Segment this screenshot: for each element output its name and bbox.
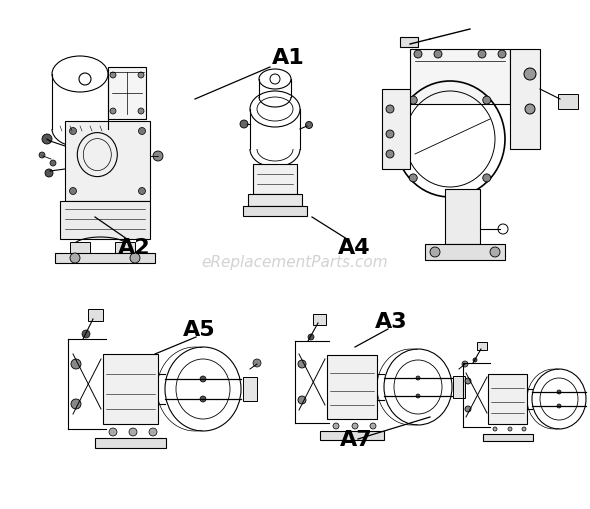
Circle shape (308, 334, 314, 341)
Circle shape (473, 358, 477, 362)
Bar (453, 376, 465, 398)
Circle shape (240, 121, 248, 129)
Text: A7: A7 (340, 429, 373, 449)
Circle shape (483, 97, 491, 105)
Circle shape (522, 427, 526, 431)
Circle shape (129, 428, 137, 436)
Circle shape (270, 75, 280, 85)
Circle shape (110, 109, 116, 115)
Circle shape (149, 428, 157, 436)
Circle shape (434, 51, 442, 59)
Circle shape (298, 360, 306, 369)
Bar (400, 38, 418, 48)
Circle shape (493, 427, 497, 431)
Bar (445, 190, 480, 244)
Circle shape (130, 253, 140, 264)
Bar (243, 377, 257, 401)
Circle shape (153, 152, 163, 162)
Circle shape (138, 109, 144, 115)
Bar (55, 253, 155, 264)
Bar (103, 354, 158, 424)
Bar (483, 434, 533, 441)
Circle shape (386, 106, 394, 114)
Bar (115, 242, 135, 254)
Circle shape (42, 135, 52, 145)
Circle shape (498, 51, 506, 59)
Circle shape (416, 394, 420, 398)
Circle shape (414, 51, 422, 59)
Text: A4: A4 (338, 238, 371, 258)
Circle shape (370, 423, 376, 429)
Bar (108, 68, 146, 120)
Circle shape (409, 175, 417, 183)
Bar (70, 242, 90, 254)
Circle shape (82, 330, 90, 338)
Circle shape (70, 253, 80, 264)
Circle shape (71, 399, 81, 409)
Bar (313, 315, 326, 325)
Bar (253, 165, 297, 194)
Text: A2: A2 (118, 238, 150, 258)
Circle shape (79, 74, 91, 86)
Circle shape (525, 105, 535, 115)
Text: A5: A5 (183, 319, 215, 340)
Circle shape (45, 169, 53, 178)
Bar (320, 431, 384, 440)
Bar (477, 343, 487, 350)
Bar (243, 207, 307, 216)
Bar (382, 90, 410, 169)
Bar (88, 309, 103, 321)
Circle shape (110, 73, 116, 79)
Text: eReplacementParts.com: eReplacementParts.com (202, 254, 388, 270)
Circle shape (253, 359, 261, 367)
Circle shape (386, 131, 394, 139)
Bar (425, 244, 505, 261)
Circle shape (138, 73, 144, 79)
Circle shape (333, 423, 339, 429)
Bar (488, 374, 527, 424)
Bar (510, 50, 540, 150)
Circle shape (70, 128, 77, 135)
Bar (248, 194, 302, 207)
Circle shape (39, 153, 45, 159)
Bar (60, 202, 150, 240)
Circle shape (50, 161, 56, 166)
Circle shape (465, 406, 471, 412)
Circle shape (409, 97, 417, 105)
Bar (410, 50, 510, 105)
Circle shape (109, 428, 117, 436)
Text: A1: A1 (272, 48, 305, 68)
Bar (327, 355, 377, 419)
Circle shape (139, 188, 146, 195)
Circle shape (139, 128, 146, 135)
Circle shape (306, 122, 313, 129)
Circle shape (200, 376, 206, 382)
Bar (558, 95, 578, 110)
Circle shape (430, 247, 440, 258)
Text: A3: A3 (375, 312, 408, 331)
Circle shape (386, 151, 394, 159)
Circle shape (508, 427, 512, 431)
Circle shape (200, 396, 206, 402)
Circle shape (478, 51, 486, 59)
Circle shape (416, 376, 420, 380)
Circle shape (524, 69, 536, 81)
Circle shape (71, 359, 81, 369)
Circle shape (557, 390, 561, 394)
Circle shape (490, 247, 500, 258)
Circle shape (352, 423, 358, 429)
Circle shape (298, 396, 306, 404)
Bar (95, 438, 166, 448)
Circle shape (465, 378, 471, 384)
Circle shape (557, 404, 561, 408)
Circle shape (462, 361, 468, 367)
Circle shape (70, 188, 77, 195)
Circle shape (483, 175, 491, 183)
Bar (65, 122, 150, 202)
Circle shape (498, 224, 508, 235)
